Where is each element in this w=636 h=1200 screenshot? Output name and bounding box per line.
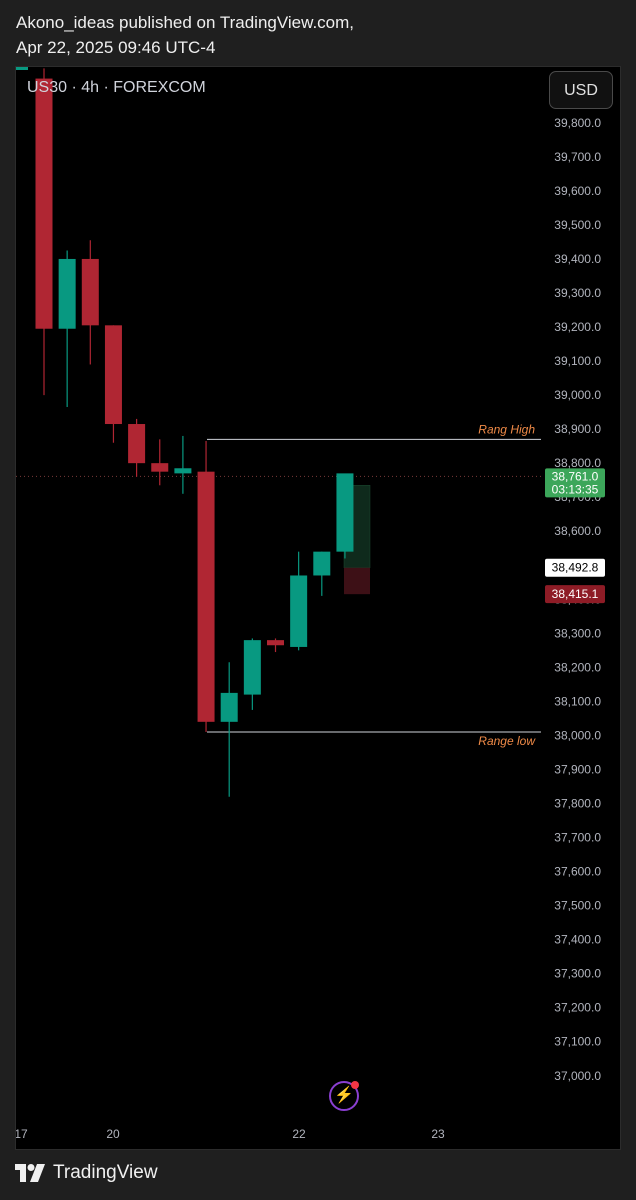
candle-body <box>16 67 28 70</box>
y-tick-label: 39,600.0 <box>554 184 601 198</box>
y-tick-label: 37,800.0 <box>554 797 601 811</box>
entry-price-badge <box>545 558 605 577</box>
tradingview-brand[interactable]: TradingView <box>15 1162 158 1184</box>
y-tick-label: 38,100.0 <box>554 694 601 708</box>
y-tick-label: 37,400.0 <box>554 933 601 947</box>
candle-body <box>197 471 215 722</box>
chart-pane[interactable]: Rang High Range low 39,800.0 39,700.0 39,600… <box>15 66 621 1150</box>
publisher-header: Akono_ideas published on TradingView.com… <box>16 10 354 60</box>
x-tick-label: 17 <box>16 1127 28 1141</box>
candle-body <box>151 463 169 472</box>
y-tick-label: 39,500.0 <box>554 218 601 232</box>
x-tick-label: 23 <box>431 1127 445 1141</box>
y-tick-label: 37,500.0 <box>554 899 601 913</box>
y-tick-label: 37,000.0 <box>554 1069 601 1083</box>
x-tick-label: 20 <box>106 1127 120 1141</box>
y-tick-label: 38,900.0 <box>554 422 601 436</box>
last-price-badge <box>545 468 605 498</box>
y-tick-label: 39,100.0 <box>554 354 601 368</box>
x-tick-label: 22 <box>292 1127 306 1141</box>
y-tick-label: 38,800.0 <box>554 456 601 470</box>
stop-price-badge <box>545 585 605 604</box>
plot-area[interactable] <box>16 67 546 797</box>
candlestick-chart[interactable]: Rang High Range low 39,800.0 39,700.0 39,600… <box>16 67 622 1151</box>
countdown-timer: 03:13:35 <box>552 482 599 496</box>
currency-button[interactable]: USD <box>549 71 613 109</box>
y-tick-label: 37,300.0 <box>554 967 601 981</box>
y-tick-label: 37,100.0 <box>554 1035 601 1049</box>
entry-price-value: 38,492.8 <box>552 561 599 575</box>
stop-zone <box>344 567 370 595</box>
brand-name: TradingView <box>53 1162 158 1183</box>
candle-body <box>58 258 76 329</box>
y-tick-label: 37,900.0 <box>554 762 601 776</box>
y-tick-label: 39,400.0 <box>554 252 601 266</box>
candle-body <box>128 424 146 464</box>
y-tick-label: 39,800.0 <box>554 116 601 130</box>
last-price-value: 38,761.0 <box>552 469 599 483</box>
y-tick-label: 39,200.0 <box>554 320 601 334</box>
y-tick-label: 37,200.0 <box>554 1001 601 1015</box>
y-tick-label: 38,600.0 <box>554 524 601 538</box>
candle-body <box>336 473 354 552</box>
y-tick-label: 37,700.0 <box>554 831 601 845</box>
lightning-bolt-icon[interactable]: ⚡ <box>329 1081 359 1111</box>
candle-body <box>290 575 308 647</box>
candle-body <box>220 692 238 722</box>
y-tick-label: 39,000.0 <box>554 388 601 402</box>
y-tick-label: 38,200.0 <box>554 660 601 674</box>
candle-body <box>267 640 284 646</box>
publish-date: Apr 22, 2025 09:46 UTC-4 <box>16 38 216 57</box>
notification-dot <box>351 1081 359 1089</box>
publisher-line: Akono_ideas published on TradingView.com… <box>16 13 355 32</box>
stop-price-value: 38,415.1 <box>552 587 599 601</box>
y-tick-label: 38,300.0 <box>554 626 601 640</box>
y-tick-label: 39,700.0 <box>554 150 601 164</box>
candle-body <box>174 468 192 474</box>
candle-body <box>243 640 261 695</box>
range-high-label: Rang High <box>478 422 535 436</box>
y-tick-label: 37,600.0 <box>554 865 601 879</box>
symbol-legend[interactable]: US30 · 4h · FOREXCOM <box>27 79 206 96</box>
candle-body <box>35 78 53 329</box>
candle-body <box>104 325 122 425</box>
y-tick-label: 39,300.0 <box>554 286 601 300</box>
candle-body <box>313 551 331 576</box>
range-low-label: Range low <box>478 734 536 748</box>
candle-body <box>81 258 99 326</box>
y-tick-label: 38,000.0 <box>554 728 601 742</box>
tradingview-logo-icon <box>15 1164 45 1182</box>
